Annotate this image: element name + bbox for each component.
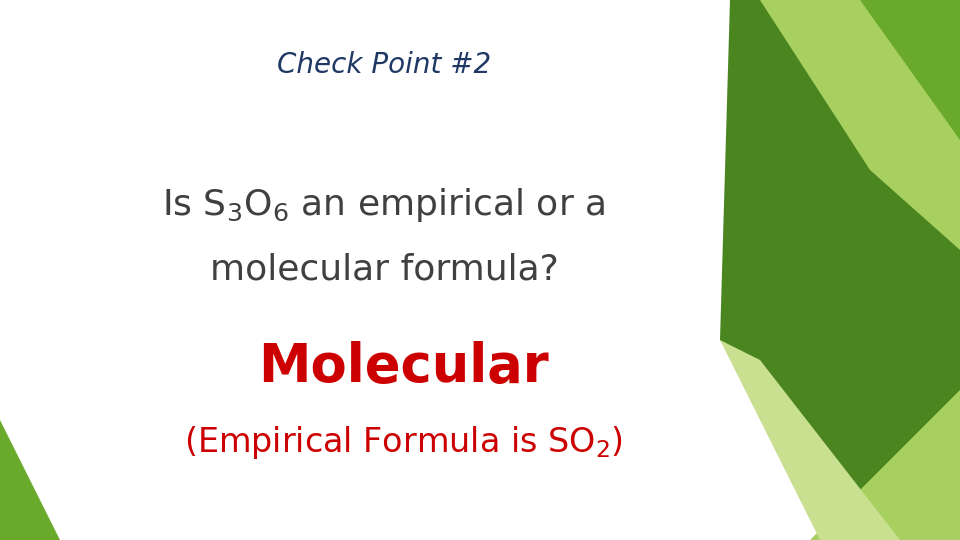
Polygon shape [760,0,960,250]
Polygon shape [0,420,60,540]
Polygon shape [820,0,960,540]
Text: Is $\mathregular{S_3O_6}$ an empirical or a: Is $\mathregular{S_3O_6}$ an empirical o… [162,186,606,224]
Polygon shape [720,0,960,540]
Polygon shape [720,390,960,540]
Text: molecular formula?: molecular formula? [209,253,559,287]
Text: Molecular: Molecular [258,341,548,393]
Polygon shape [860,0,960,140]
Text: (Empirical Formula is $\mathregular{SO_2}$): (Empirical Formula is $\mathregular{SO_2… [183,424,623,461]
Polygon shape [720,340,900,540]
Text: Check Point #2: Check Point #2 [276,51,492,79]
